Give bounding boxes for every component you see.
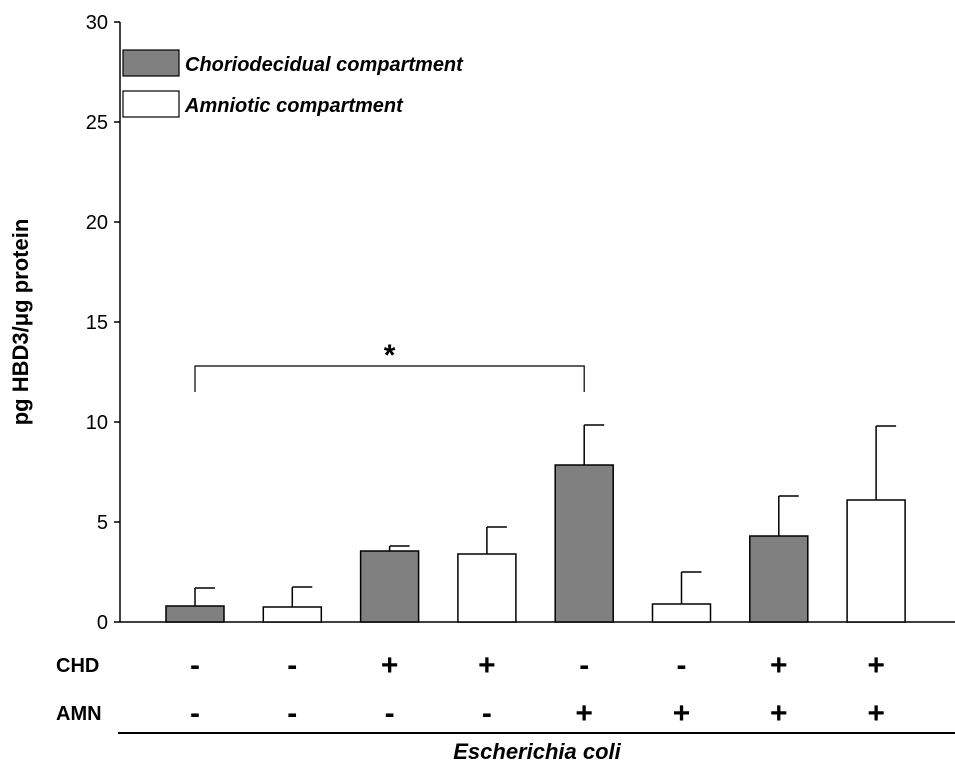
condition-sign: + — [770, 697, 788, 730]
condition-sign: + — [381, 649, 399, 682]
y-tick-label: 10 — [86, 412, 108, 434]
y-tick-label: 30 — [86, 12, 108, 34]
condition-rows: CHD - - + + - - + + AMN - - - - + + + + — [56, 649, 885, 730]
condition-sign: - — [287, 697, 297, 730]
y-tick-label: 5 — [97, 512, 108, 534]
condition-sign: - — [579, 649, 589, 682]
x-axis-label: Escherichia coli — [453, 739, 621, 764]
condition-sign: - — [385, 697, 395, 730]
condition-sign: - — [677, 649, 687, 682]
condition-sign: + — [575, 697, 593, 730]
bar — [457, 553, 517, 623]
annotations: * — [194, 339, 585, 392]
y-tick-label: 0 — [97, 612, 108, 634]
legend-swatch — [122, 90, 180, 118]
bar — [651, 603, 712, 623]
y-tick-label: 15 — [86, 312, 108, 334]
bar — [846, 499, 906, 623]
bar — [554, 464, 614, 623]
condition-sign: + — [673, 697, 691, 730]
legend-label: Choriodecidual compartment — [185, 54, 464, 76]
y-tick-label: 25 — [86, 112, 108, 134]
legend-swatch — [122, 49, 180, 77]
condition-sign: - — [190, 697, 200, 730]
condition-label: CHD — [56, 655, 99, 677]
bar — [262, 606, 323, 623]
legend-label: Amniotic compartment — [184, 95, 404, 117]
legend: Choriodecidual compartment Amniotic compa… — [122, 49, 464, 118]
condition-sign: - — [482, 697, 492, 730]
y-tick-label: 20 — [86, 212, 108, 234]
bar — [359, 550, 420, 623]
condition-sign: + — [478, 649, 496, 682]
y-axis-label: pg HBD3/μg protein — [8, 219, 33, 426]
error-bars — [194, 424, 897, 607]
bars — [165, 464, 906, 623]
significance-bracket — [194, 365, 585, 392]
y-axis: 0 5 10 15 20 25 30 — [86, 12, 955, 634]
condition-sign: - — [287, 649, 297, 682]
condition-sign: + — [867, 697, 885, 730]
condition-sign: - — [190, 649, 200, 682]
condition-label: AMN — [56, 703, 102, 725]
bar — [749, 535, 809, 623]
condition-sign: + — [770, 649, 788, 682]
bar — [165, 605, 225, 623]
significance-star: * — [384, 339, 396, 372]
condition-sign: + — [867, 649, 885, 682]
